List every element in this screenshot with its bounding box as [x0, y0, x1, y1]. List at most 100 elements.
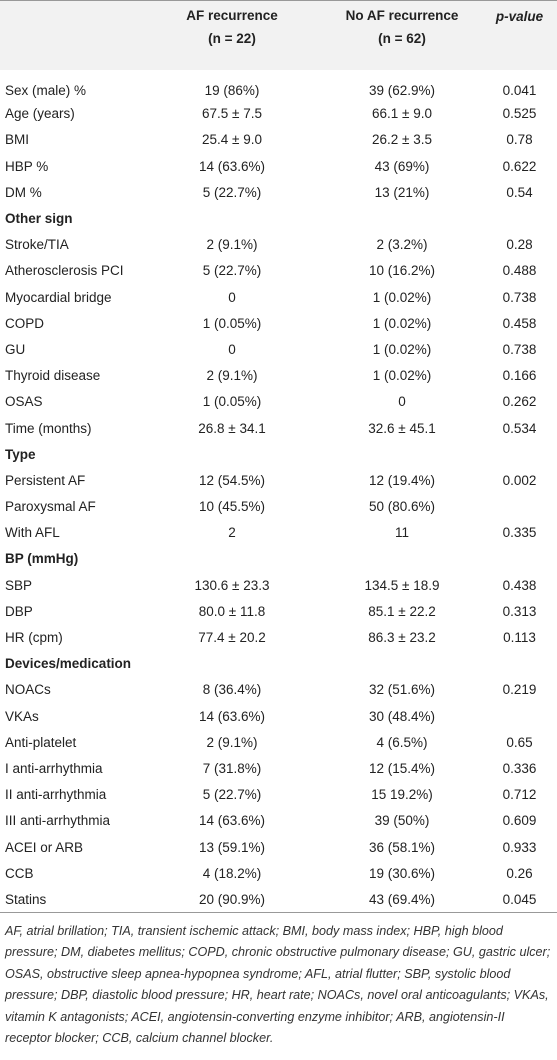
cell: 12 (15.4%): [368, 760, 436, 776]
cell: 0.488: [502, 263, 537, 279]
cell: 85.1 ± 22.2: [368, 603, 436, 619]
table-row: Paroxysmal AF 10 (45.5%) 50 (80.6%): [0, 494, 557, 520]
cell: 0.336: [502, 760, 537, 776]
row-label: OSAS: [5, 394, 43, 410]
cell: 2 (9.1%): [206, 237, 258, 253]
cell: 25.4 ± 9.0: [202, 132, 262, 148]
cell: 19 (30.6%): [368, 865, 436, 881]
row-label: DM %: [5, 184, 42, 200]
cell: 0.002: [502, 472, 537, 488]
row-label: II anti-arrhythmia: [5, 787, 107, 803]
cell: 0.113: [503, 630, 536, 646]
cell: 0.54: [506, 184, 533, 200]
cell: 0.458: [502, 315, 537, 331]
cell: 0.313: [502, 603, 537, 619]
cell: 14 (63.6%): [198, 813, 266, 829]
header-cell: p-value: [495, 9, 544, 24]
cell: 0.534: [502, 420, 537, 436]
table-row: Myocardial bridge 0 1 (0.02%) 0.738: [0, 284, 557, 310]
cell: 14 (63.6%): [198, 158, 266, 174]
row-label: Stroke/TIA: [5, 237, 69, 253]
cell: 39 (62.9%): [368, 82, 436, 98]
cell: 11: [394, 525, 409, 541]
cell: 1 (0.02%): [372, 289, 432, 305]
table-header: AF recurrence No AF recurrence p-value (…: [0, 0, 557, 75]
cell: 80.0 ± 11.8: [198, 603, 266, 619]
cell: 0.335: [502, 525, 537, 541]
table-body: Sex (male) % 19 (86%) 39 (62.9%) 0.041 Age (…: [0, 74, 557, 913]
cell: 0.712: [502, 787, 537, 803]
row-label: Paroxysmal AF: [5, 499, 96, 515]
row-label: ACEI or ARB: [5, 839, 84, 855]
row-label: HR (cpm): [5, 630, 63, 646]
row-label: With AFL: [5, 525, 60, 541]
cell: 0.933: [502, 839, 537, 855]
cell: 77.4 ± 20.2: [198, 630, 266, 646]
cell: 0.045: [502, 891, 537, 907]
cell: 12 (19.4%): [368, 472, 436, 488]
cell: 4 (18.2%): [202, 865, 262, 881]
table-row: Sex (male) % 19 (86%) 39 (62.9%) 0.041: [0, 75, 557, 101]
table-row: SBP 130.6 ± 23.3 134.5 ± 18.9 0.438: [0, 572, 557, 598]
cell: 1 (0.05%): [202, 394, 262, 410]
cell: 5 (22.7%): [202, 184, 262, 200]
cell: 0.26: [506, 865, 533, 881]
cell: 67.5 ± 7.5: [202, 106, 262, 122]
table-row: CCB 4 (18.2%) 19 (30.6%) 0.26: [0, 860, 557, 886]
cell: 130.6 ± 23.3: [194, 577, 270, 593]
cell: 26.8 ± 34.1: [198, 420, 266, 436]
section-label: Other sign: [5, 211, 73, 227]
header-cell: No AF recurrence: [345, 8, 459, 24]
cell: 2 (9.1%): [206, 368, 258, 384]
row-label: Sex (male) %: [5, 82, 87, 98]
table-row: ACEI or ARB 13 (59.1%) 36 (58.1%) 0.933: [0, 834, 557, 860]
header-cell: (n = 22): [208, 30, 256, 46]
cell: 1 (0.02%): [372, 315, 432, 331]
row-label: Thyroid disease: [5, 368, 101, 384]
data-table: AF recurrence No AF recurrence p-value (…: [0, 0, 557, 913]
cell: 0: [228, 289, 236, 305]
cell: 12 (54.5%): [198, 472, 266, 488]
cell: 8 (36.4%): [202, 682, 262, 698]
cell: 26.2 ± 3.5: [372, 132, 432, 148]
table-row: COPD 1 (0.05%) 1 (0.02%) 0.458: [0, 310, 557, 336]
cell: 32 (51.6%): [368, 682, 436, 698]
section-row: Other sign: [0, 205, 557, 231]
section-label: Devices/medication: [5, 656, 132, 672]
cell: 0.609: [502, 813, 537, 829]
cell: 0.738: [502, 289, 537, 305]
cell: 0.525: [502, 106, 537, 122]
cell: 39 (50%): [374, 813, 430, 829]
cell: 0: [228, 341, 236, 357]
cell: 13 (21%): [374, 184, 430, 200]
row-label: III anti-arrhythmia: [5, 813, 111, 829]
cell: 13 (59.1%): [198, 839, 266, 855]
table-row: HBP % 14 (63.6%) 43 (69%) 0.622: [0, 153, 557, 179]
cell: 30 (48.4%): [368, 708, 436, 724]
cell: 32.6 ± 45.1: [368, 420, 436, 436]
row-label: Anti-platelet: [5, 734, 77, 750]
cell: 2 (3.2%): [376, 237, 428, 253]
cell: 10 (45.5%): [198, 499, 266, 515]
section-row: Type: [0, 441, 557, 467]
table-row: Statins 20 (90.9%) 43 (69.4%) 0.045: [0, 886, 557, 912]
cell: 15 19.2%): [371, 787, 433, 803]
header-cell: (n = 62): [378, 30, 426, 46]
cell: 134.5 ± 18.9: [364, 577, 440, 593]
cell: 2: [228, 525, 236, 541]
cell: 43 (69.4%): [368, 891, 436, 907]
cell: 0.28: [506, 237, 533, 253]
cell: 7 (31.8%): [202, 760, 262, 776]
cell: 1 (0.02%): [372, 341, 432, 357]
cell: 86.3 ± 23.2: [368, 630, 436, 646]
cell: 0.438: [502, 577, 537, 593]
cell: 5 (22.7%): [202, 787, 262, 803]
table-row: Stroke/TIA 2 (9.1%) 2 (3.2%) 0.28: [0, 232, 557, 258]
table-row: GU 0 1 (0.02%) 0.738: [0, 336, 557, 362]
row-label: SBP: [5, 577, 33, 593]
cell: 10 (16.2%): [368, 263, 436, 279]
cell: 36 (58.1%): [368, 839, 436, 855]
cell: 0.041: [502, 82, 537, 98]
table-row: DM % 5 (22.7%) 13 (21%) 0.54: [0, 179, 557, 205]
